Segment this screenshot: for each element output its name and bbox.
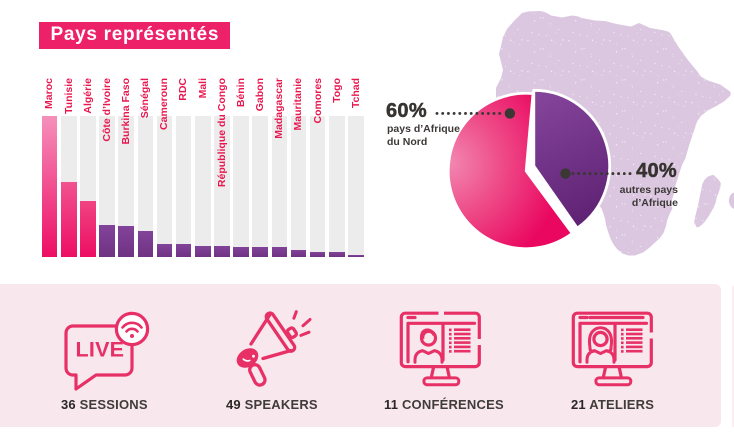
svg-text:LIVE: LIVE [76,338,125,362]
